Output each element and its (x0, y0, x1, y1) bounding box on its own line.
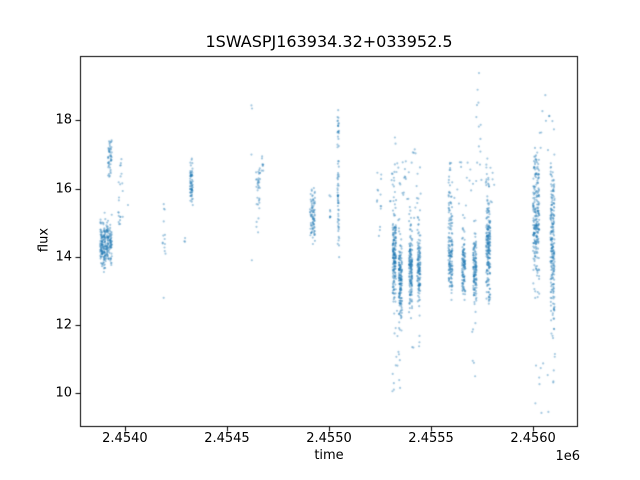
x-tick-label: 2.4555 (408, 431, 454, 446)
y-tick-label: 12 (55, 317, 72, 333)
chart-title: 1SWASPJ163934.32+033952.5 (205, 32, 453, 51)
x-tick-label: 2.4545 (204, 431, 250, 446)
y-tick-label: 18 (55, 112, 72, 128)
y-axis-label: flux (36, 227, 52, 253)
y-tick-label: 14 (55, 249, 72, 265)
y-tick-label: 16 (55, 181, 72, 197)
x-axis-offset-factor: 1e6 (555, 449, 580, 464)
y-tick-label: 10 (55, 385, 72, 401)
x-tick-label: 2.4550 (306, 431, 352, 446)
x-axis-label: time (314, 448, 344, 463)
x-tick-label: 2.4560 (510, 431, 556, 446)
x-tick-label: 2.4540 (102, 431, 148, 446)
